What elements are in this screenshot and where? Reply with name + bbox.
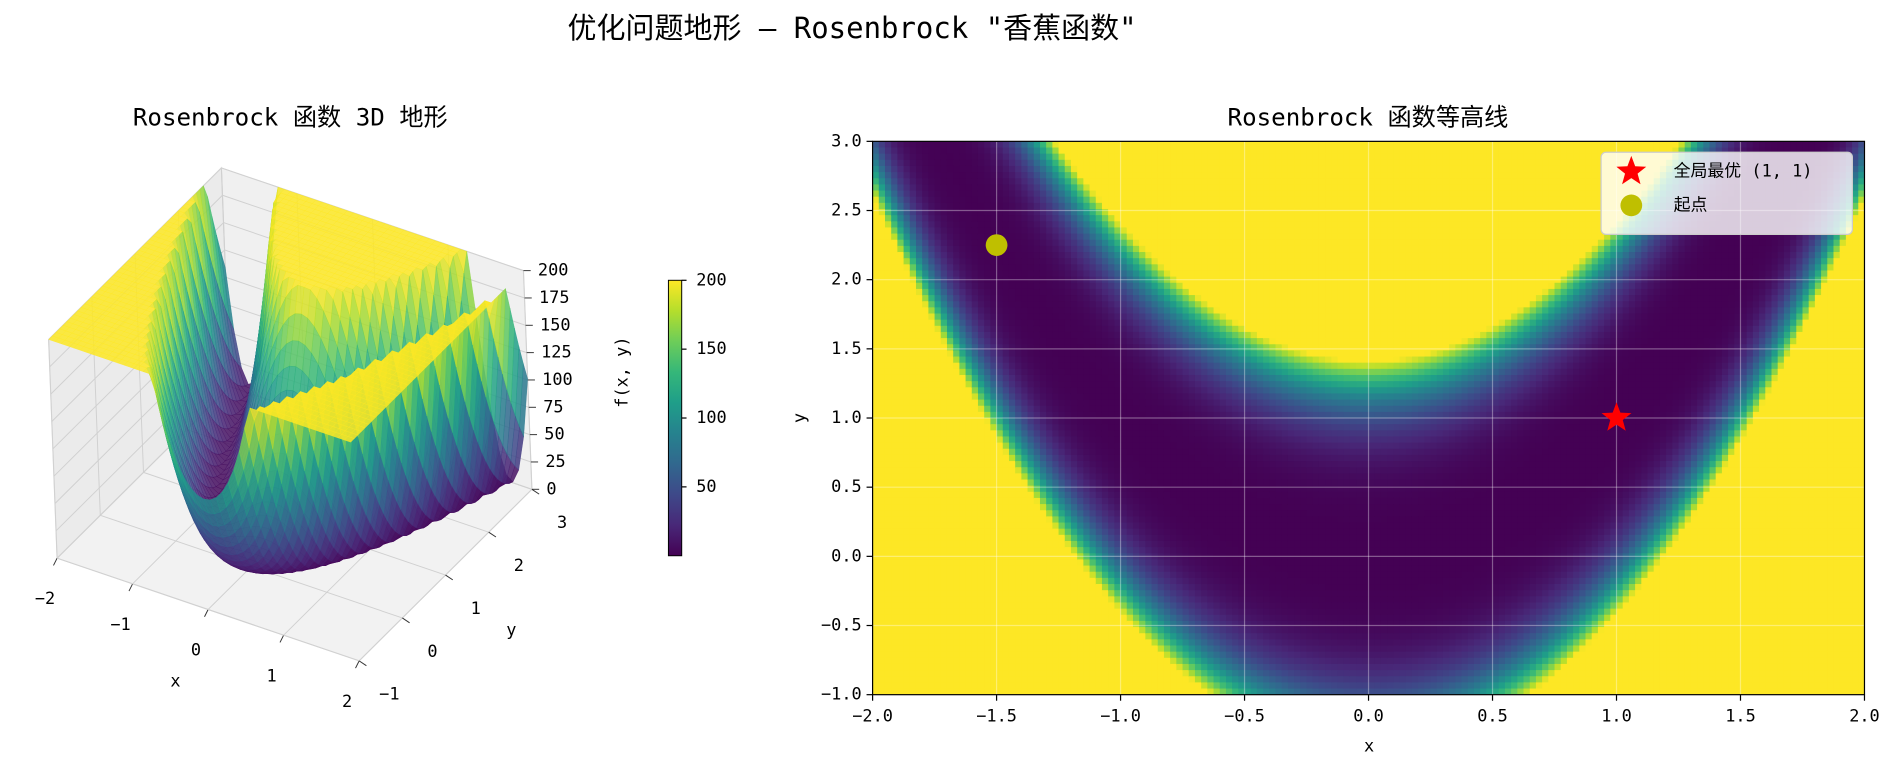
x-tick-label: −1.5	[976, 705, 1017, 725]
chart-title: Rosenbrock 函数等高线	[1228, 103, 1509, 131]
x-tick-label: −0.5	[1224, 705, 1265, 725]
colorbar-tick-label: 100	[696, 407, 727, 427]
y-tick-label: −1.0	[821, 684, 862, 704]
y-tick-label: 1.0	[831, 407, 862, 427]
tick-mark	[355, 660, 360, 669]
y-tick-label: 0.0	[831, 545, 862, 565]
z-tick-label: 75	[543, 396, 563, 416]
x-tick-label: 0	[191, 640, 201, 660]
z-tick-label: 25	[545, 451, 565, 471]
tick-mark	[531, 488, 540, 495]
y-tick-label: 0	[427, 641, 437, 661]
z-tick-label: 150	[540, 314, 571, 334]
x-axis-label: x	[1364, 736, 1374, 756]
y-tick-label: 3	[557, 512, 567, 532]
tick-mark	[204, 609, 209, 617]
legend-box	[1600, 151, 1853, 235]
legend-label: 起点	[1674, 194, 1708, 214]
figure-title: 优化问题地形 — Rosenbrock "香蕉函数"	[568, 11, 1137, 45]
x-tick-label: −1.0	[1100, 705, 1141, 725]
x-tick-label: 2	[342, 691, 352, 711]
tick-mark	[53, 557, 58, 566]
y-tick-label: 3.0	[831, 130, 862, 150]
colorbar-fill	[667, 279, 683, 557]
y-tick-label: 2	[514, 555, 524, 575]
tick-mark	[358, 660, 367, 667]
x-tick-label: −2	[35, 588, 55, 608]
x-tick-label: 2.0	[1849, 705, 1880, 725]
z-tick-label: 50	[544, 424, 564, 444]
colorbar-tick-label: 150	[696, 338, 727, 358]
x-tick-label: 1.5	[1725, 705, 1756, 725]
y-tick-label: −1	[379, 684, 399, 704]
chart-title: Rosenbrock 函数 3D 地形	[133, 103, 448, 131]
x-axis-label: x	[170, 670, 180, 690]
z-tick-label: 100	[542, 369, 573, 389]
x-tick-label: 1.0	[1601, 705, 1632, 725]
y-tick-label: 2.5	[831, 200, 862, 220]
tick-mark	[279, 634, 285, 643]
y-tick-label: −0.5	[821, 615, 862, 635]
x-tick-label: −2.0	[852, 705, 893, 725]
x-tick-label: −1	[110, 614, 130, 634]
point	[1601, 402, 1632, 431]
legend-marker	[1616, 155, 1647, 185]
tick-mark	[488, 531, 497, 538]
colorbar: 50 100 150 200	[667, 269, 727, 557]
x-tick-label: 0.5	[1477, 705, 1508, 725]
x-tick-label: 0.0	[1353, 705, 1384, 725]
grid-line	[56, 557, 360, 662]
y-tick-label: 0.5	[831, 476, 862, 496]
contour-plot: −2.0 −1.5 −1.0 −0.5 0.0 0.5 1.0 1.5 2.0 −1.0 −0.5 0…	[821, 130, 1880, 725]
point	[985, 234, 1008, 256]
y-tick-label: 1	[471, 598, 481, 618]
z-tick-label: 0	[546, 478, 556, 498]
z-axis-label: f(x, y)	[612, 336, 632, 407]
tick-mark	[445, 574, 454, 581]
z-tick-label: 125	[541, 342, 572, 362]
colorbar-tick-label: 200	[696, 269, 727, 289]
legend-marker	[1620, 194, 1643, 217]
tick-mark	[128, 583, 134, 592]
y-tick-label: 1.5	[831, 338, 862, 358]
x-tick-label: 1	[266, 665, 276, 685]
z-tick-label: 200	[538, 260, 569, 280]
plot-frame	[871, 140, 1866, 696]
y-tick-label: 2.0	[831, 269, 862, 289]
colorbar-tick-label: 50	[696, 476, 716, 496]
surface-patch	[344, 436, 355, 443]
legend-label: 全局最优 (1, 1)	[1674, 161, 1813, 181]
y-axis-label: y	[506, 620, 516, 640]
z-tick-label: 175	[539, 287, 570, 307]
tick-mark	[402, 617, 410, 624]
y-axis-label: y	[789, 413, 809, 423]
